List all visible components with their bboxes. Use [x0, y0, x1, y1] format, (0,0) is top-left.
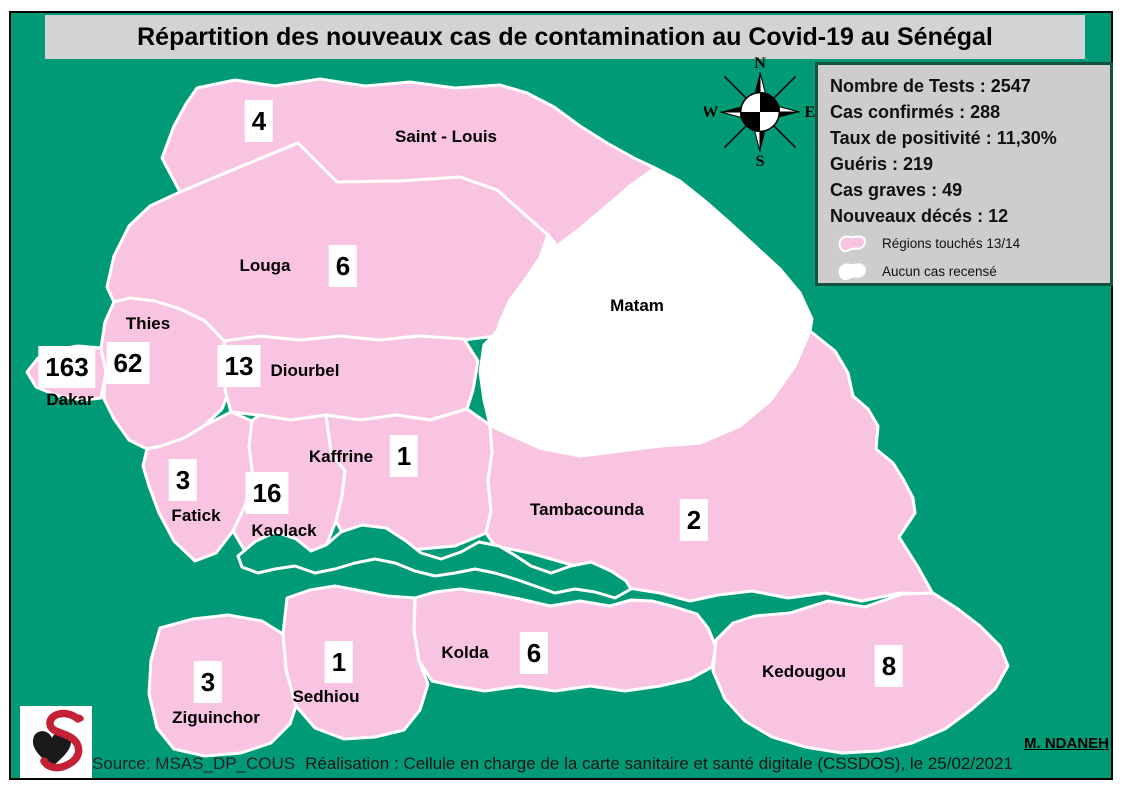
region-label-sedhiou: Sedhiou — [292, 687, 360, 706]
case-count-fatick: 3 — [168, 459, 198, 501]
compass-s-label: S — [755, 151, 764, 168]
case-count-kedougou: 8 — [874, 645, 904, 687]
case-count-dakar: 163 — [38, 346, 96, 388]
region-label-tambacounda: Tambacounda — [530, 500, 644, 519]
case-count-louga: 6 — [328, 245, 358, 287]
legend-swatch-none-icon — [838, 263, 866, 281]
region-shape-matam — [478, 166, 814, 458]
snake-logo-icon — [32, 709, 84, 772]
region-shape-ziguinchor — [147, 613, 298, 758]
case-count-tambacounda: 2 — [679, 499, 709, 541]
region-label-kedougou: Kedougou — [761, 662, 847, 681]
compass-e-label: E — [804, 102, 815, 121]
page-title: Répartition des nouveaux cas de contamin… — [45, 15, 1085, 59]
case-count-ziguinchor: 3 — [193, 661, 223, 703]
region-label-diourbel: Diourbel — [270, 361, 340, 380]
source-text: Source: MSAS_DP_COUS — [92, 754, 296, 773]
region-label-matam: Matam — [610, 296, 664, 315]
legend-label-none: Aucun cas recensé — [882, 263, 997, 279]
realisation-text: Réalisation : Cellule en charge de la ca… — [305, 754, 1013, 773]
legend-label-touched: Régions touchés 13/14 — [882, 235, 1021, 251]
case-count-kolda: 6 — [519, 632, 549, 674]
footer-credits: Source: MSAS_DP_COUS Réalisation : Cellul… — [92, 754, 1013, 774]
case-count-kaolack: 16 — [245, 472, 289, 514]
region-shape-kedougou — [711, 591, 1010, 755]
stat-deaths: Nouveaux décés : 12 — [830, 206, 1009, 226]
legend-item-none: Aucun cas recensé — [836, 257, 1104, 285]
region-label-kolda: Kolda — [441, 643, 489, 662]
cous-logo — [20, 706, 92, 778]
stat-recovered: Guéris : 219 — [830, 154, 934, 174]
stat-tests: Nombre de Tests : 2547 — [830, 76, 1031, 96]
legend-item-touched: Régions touchés 13/14 — [836, 229, 1104, 257]
author-name: M. NDANEH — [1024, 735, 1109, 752]
stat-confirmed: Cas confirmés : 288 — [830, 102, 1001, 122]
compass-rose-icon: N E S W — [704, 56, 815, 168]
region-label-louga: Louga — [239, 256, 291, 275]
region-shape-sedhiou — [281, 584, 430, 741]
region-label-saint-louis: Saint - Louis — [395, 127, 497, 146]
case-count-kaffrine: 1 — [389, 435, 419, 477]
region-shape-diourbel — [222, 334, 480, 422]
gambia-strip — [236, 523, 633, 600]
case-count-thies: 62 — [106, 342, 150, 384]
compass-n-label: N — [754, 56, 766, 72]
region-label-ziguinchor: Ziguinchor — [172, 708, 260, 727]
region-label-kaolack: Kaolack — [251, 521, 317, 540]
stat-severe: Cas graves : 49 — [830, 180, 963, 200]
region-label-kaffrine: Kaffrine — [308, 447, 374, 466]
region-shape-kolda — [412, 587, 718, 693]
stat-positivity: Taux de positivité : 11,30% — [830, 128, 1057, 148]
region-label-fatick: Fatick — [171, 506, 221, 525]
compass-w-label: W — [704, 102, 719, 121]
case-count-diourbel: 13 — [217, 345, 261, 387]
region-label-thies: Thies — [125, 314, 171, 333]
case-count-saint-louis: 4 — [244, 100, 274, 142]
region-label-dakar: Dakar — [46, 390, 94, 409]
case-count-sedhiou: 1 — [324, 641, 354, 683]
legend-swatch-touched-icon — [838, 235, 866, 253]
stats-panel: Nombre de Tests : 2547 Cas confirmés : 2… — [815, 62, 1113, 286]
